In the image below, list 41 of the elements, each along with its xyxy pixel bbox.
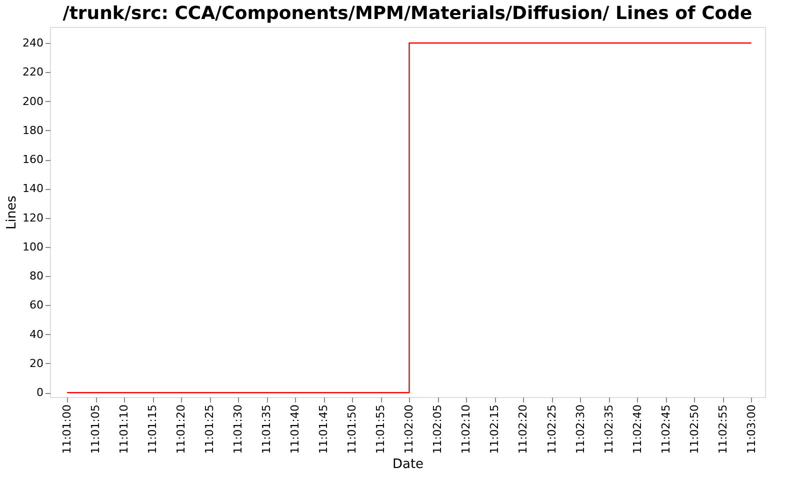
y-tick-label: 140: [22, 182, 44, 196]
y-tick-label: 40: [30, 328, 44, 341]
y-tick-label: 60: [30, 298, 44, 312]
x-tick-label: 11:02:55: [716, 404, 730, 454]
y-tick-label: 100: [22, 240, 44, 254]
x-tick-label: 11:01:00: [60, 404, 74, 454]
x-tick-label: 11:02:35: [602, 404, 616, 454]
x-tick-label: 11:01:45: [317, 404, 330, 454]
y-tick-label: 80: [30, 270, 44, 283]
y-axis-title: Lines: [4, 195, 20, 230]
x-tick-label: 11:01:35: [260, 404, 274, 454]
y-tick-label: 20: [30, 356, 44, 370]
y-tick-label: 240: [22, 36, 44, 50]
x-tick-label: 11:02:00: [402, 404, 416, 454]
chart-title: /trunk/src: CCA/Components/MPM/Materials/Diffusion/ Lines of Code: [62, 3, 752, 24]
x-tick-label: 11:01:25: [203, 404, 216, 454]
x-tick-label: 11:01:05: [89, 404, 102, 454]
x-axis-title: Date: [392, 456, 424, 472]
x-tick-label: 11:02:45: [659, 404, 672, 454]
x-tick-label: 11:01:20: [174, 404, 188, 454]
x-tick-label: 11:02:05: [431, 404, 444, 454]
x-tick-label: 11:03:00: [744, 404, 758, 454]
y-tick-label: 120: [22, 211, 44, 224]
x-tick-label: 11:01:30: [232, 404, 245, 454]
x-tick-label: 11:02:50: [688, 404, 701, 454]
x-tick-label: 11:02:20: [516, 404, 530, 454]
x-tick-label: 11:01:40: [288, 404, 302, 454]
x-tick-label: 11:01:50: [346, 404, 359, 454]
x-tick-label: 11:02:40: [630, 404, 644, 454]
x-tick-label: 11:01:10: [118, 404, 131, 454]
x-tick-label: 11:02:15: [488, 404, 502, 454]
y-tick-label: 200: [22, 94, 44, 108]
y-tick-label: 160: [22, 153, 44, 166]
y-tick-label: 0: [36, 386, 44, 400]
x-tick-label: 11:02:25: [545, 404, 558, 454]
y-tick-label: 220: [22, 66, 44, 79]
y-tick-label: 180: [22, 124, 44, 137]
x-tick-label: 11:02:30: [574, 404, 587, 454]
x-tick-label: 11:02:10: [460, 404, 473, 454]
x-tick-label: 11:01:15: [146, 404, 160, 454]
x-tick-label: 11:01:55: [374, 404, 388, 454]
